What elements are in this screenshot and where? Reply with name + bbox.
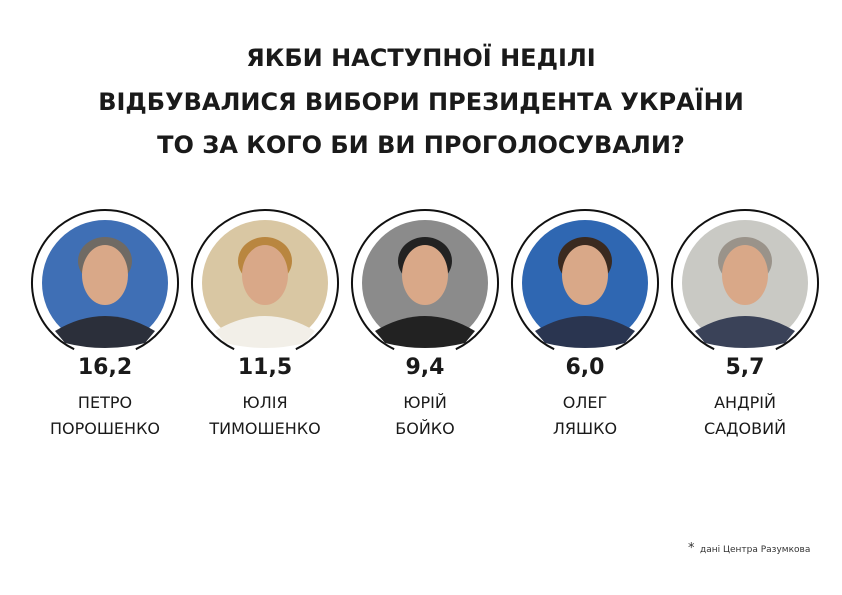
photo-shoulders [375,316,475,348]
photo-face [562,245,608,305]
photo-ring [511,209,659,351]
last-name: ЛЯШКО [553,419,617,438]
photo-face [82,245,128,305]
percent-value: 5,7 [726,355,765,380]
last-name: ТИМОШЕНКО [208,419,320,438]
photo-face [402,245,448,305]
title-line: ТО ЗА КОГО БИ ВИ ПРОГОЛОСУВАЛИ? [157,131,685,159]
last-name: ПОРОШЕНКО [50,419,160,438]
photo-shoulders [695,316,795,348]
first-name: ЮЛІЯ [242,393,287,412]
first-name: ПЕТРО [78,393,132,412]
title-line: ВІДБУВАЛИСЯ ВИБОРИ ПРЕЗИДЕНТА УКРАЇНИ [98,87,744,116]
first-name: ОЛЕГ [563,393,608,412]
footnote-text: дані Центра Разумкова [700,545,810,555]
percent-value: 6,0 [566,355,605,380]
percent-value: 9,4 [406,355,445,380]
footnote-mark: * [688,541,695,556]
photo-shoulders [535,316,635,348]
last-name: БОЙКО [395,419,455,438]
photo-face [242,245,288,305]
candidates: 16,2 ПЕТРО ПОРОШЕНКО 11,5 ЮЛІЯ ТИМОШЕНКО 9,4 ЮР… [31,209,819,438]
percent-value: 16,2 [78,355,132,380]
photo-face [722,245,768,305]
percent-value: 11,5 [238,355,292,380]
last-name: САДОВИЙ [704,419,786,438]
first-name: АНДРІЙ [714,393,776,412]
first-name: ЮРІЙ [403,393,447,412]
photo-ring [671,209,819,351]
photo-shoulders [215,316,315,348]
photo-shoulders [55,316,155,348]
title-line: ЯКБИ НАСТУПНОЇ НЕДІЛІ [246,43,596,72]
photo-ring [351,209,499,351]
photo-ring [191,209,339,351]
photo-ring [31,209,179,351]
